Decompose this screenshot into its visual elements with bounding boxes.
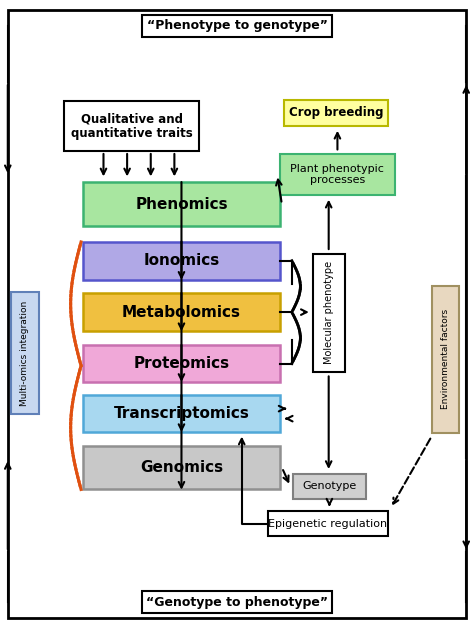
- FancyBboxPatch shape: [313, 254, 345, 372]
- FancyBboxPatch shape: [432, 286, 459, 433]
- FancyBboxPatch shape: [83, 182, 280, 226]
- FancyBboxPatch shape: [83, 446, 280, 489]
- FancyBboxPatch shape: [284, 100, 388, 126]
- FancyBboxPatch shape: [83, 293, 280, 331]
- Text: Crop breeding: Crop breeding: [289, 106, 383, 119]
- Text: Ionomics: Ionomics: [143, 253, 219, 268]
- Text: Proteomics: Proteomics: [133, 356, 229, 371]
- FancyBboxPatch shape: [64, 101, 199, 151]
- Text: Genotype: Genotype: [302, 481, 356, 491]
- Text: “Genotype to phenotype”: “Genotype to phenotype”: [146, 596, 328, 609]
- Text: Metabolomics: Metabolomics: [122, 305, 241, 320]
- Text: Multi-omics integration: Multi-omics integration: [20, 301, 29, 406]
- FancyBboxPatch shape: [83, 242, 280, 279]
- FancyBboxPatch shape: [280, 154, 395, 195]
- Text: Plant phenotypic
processes: Plant phenotypic processes: [291, 164, 384, 185]
- Text: Transcriptomics: Transcriptomics: [114, 406, 249, 421]
- FancyBboxPatch shape: [8, 10, 466, 618]
- FancyBboxPatch shape: [293, 474, 366, 499]
- FancyBboxPatch shape: [83, 345, 280, 382]
- Text: Qualitative and
quantitative traits: Qualitative and quantitative traits: [71, 112, 193, 140]
- Text: Epigenetic regulation: Epigenetic regulation: [268, 519, 388, 529]
- Text: Genomics: Genomics: [140, 460, 223, 475]
- Text: Phenomics: Phenomics: [135, 197, 228, 212]
- FancyBboxPatch shape: [11, 292, 38, 414]
- Text: Molecular phenotype: Molecular phenotype: [324, 261, 334, 364]
- FancyBboxPatch shape: [268, 511, 388, 536]
- FancyBboxPatch shape: [83, 396, 280, 432]
- Text: Environmental factors: Environmental factors: [441, 310, 450, 409]
- Text: “Phenotype to genotype”: “Phenotype to genotype”: [146, 19, 328, 32]
